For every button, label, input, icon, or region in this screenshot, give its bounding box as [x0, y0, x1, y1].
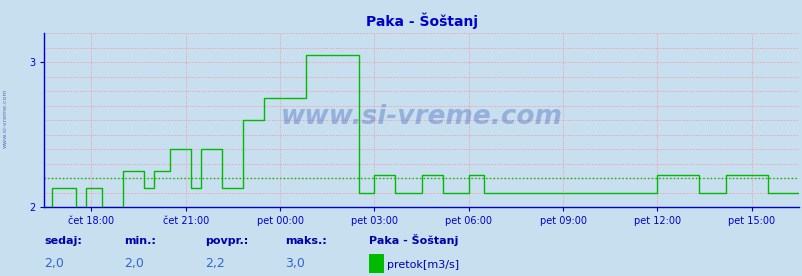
Text: www.si-vreme.com: www.si-vreme.com — [280, 104, 562, 130]
Text: maks.:: maks.: — [285, 236, 326, 246]
Text: pretok[m3/s]: pretok[m3/s] — [387, 261, 459, 270]
Text: 2,2: 2,2 — [205, 258, 225, 270]
Text: www.si-vreme.com: www.si-vreme.com — [3, 89, 8, 148]
Text: Paka - Šoštanj: Paka - Šoštanj — [369, 234, 458, 246]
Text: 2,0: 2,0 — [124, 258, 144, 270]
Text: 3,0: 3,0 — [285, 258, 305, 270]
Text: 2,0: 2,0 — [44, 258, 64, 270]
Text: min.:: min.: — [124, 236, 156, 246]
Title: Paka - Šoštanj: Paka - Šoštanj — [365, 13, 477, 29]
Text: sedaj:: sedaj: — [44, 236, 82, 246]
Text: povpr.:: povpr.: — [205, 236, 248, 246]
